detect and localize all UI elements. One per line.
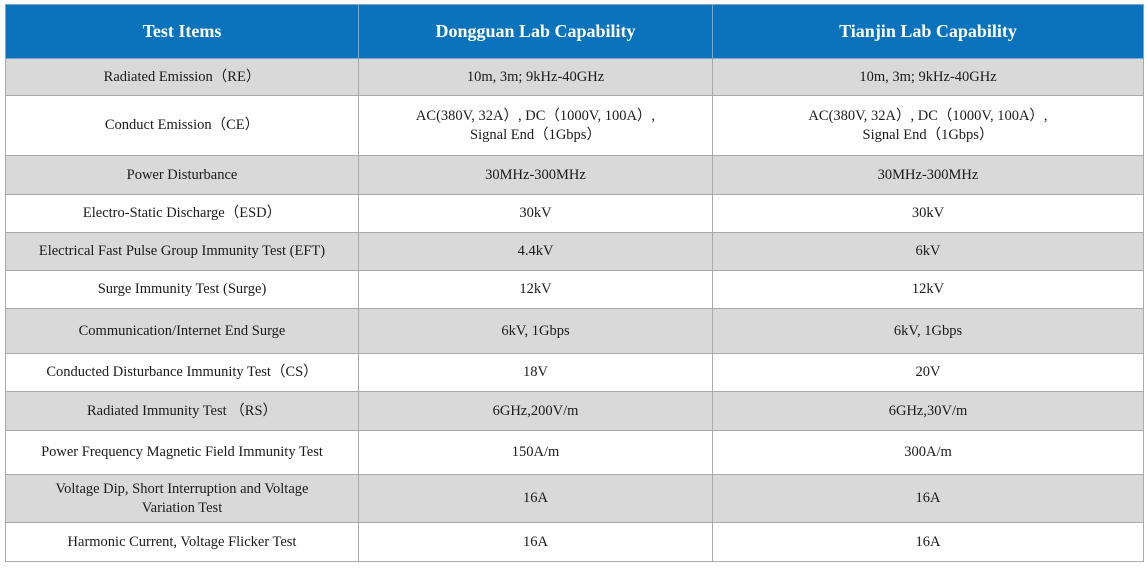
tianjin-cell-text: 16A: [915, 533, 941, 550]
test-item-cell-text: Communication/Internet End Surge: [78, 322, 286, 339]
dongguan-cell-text: 4.4kV: [517, 243, 554, 259]
table-row: Voltage Dip, Short Interruption and Volt…: [5, 474, 1144, 523]
test-item-cell: Radiated Emission（RE）: [5, 58, 359, 96]
test-item-cell: Surge Immunity Test (Surge): [5, 270, 359, 309]
test-item-cell: Conducted Disturbance Immunity Test（CS）: [5, 353, 359, 392]
test-item-cell-text: Conduct Emission（CE）: [104, 117, 260, 133]
tianjin-cell-text: 10m, 3m; 9kHz-40GHz: [859, 68, 997, 85]
tianjin-cell-text: 300A/m: [904, 444, 952, 460]
dongguan-cell-text: 18V: [523, 364, 548, 380]
table-row: Power Disturbance 30MHz-300MHz 30MHz-300MH…: [5, 155, 1144, 195]
dongguan-cell: AC(380V, 32A）, DC（1000V, 100A）, Signal E…: [358, 95, 713, 156]
capability-table-container: Test Items Dongguan Lab Capability Tianj…: [5, 4, 1144, 562]
dongguan-cell-text: 30MHz-300MHz: [485, 166, 586, 183]
tianjin-cell-text: 6GHz,30V/m: [888, 402, 968, 419]
test-item-cell: Power Disturbance: [5, 155, 359, 195]
table-row: Conduct Emission（CE） AC(380V, 32A）, DC（10…: [5, 95, 1144, 156]
test-item-cell-text: Electrical Fast Pulse Group Immunity Tes…: [38, 243, 326, 259]
test-item-cell: Radiated Immunity Test （RS）: [5, 391, 359, 431]
dongguan-cell: 4.4kV: [358, 232, 713, 271]
test-item-cell-text: Surge Immunity Test (Surge): [97, 281, 267, 297]
tianjin-cell: 6kV, 1Gbps: [712, 308, 1144, 354]
table-row: Harmonic Current, Voltage Flicker Test 16…: [5, 522, 1144, 562]
header-tianjin: Tianjin Lab Capability: [712, 4, 1144, 59]
dongguan-cell: 6kV, 1Gbps: [358, 308, 713, 354]
table-row: Radiated Emission（RE） 10m, 3m; 9kHz-40GHz…: [5, 58, 1144, 96]
test-item-cell-text: Voltage Dip, Short Interruption and Volt…: [55, 480, 309, 516]
tianjin-cell-text: 30kV: [911, 205, 945, 221]
tianjin-cell: AC(380V, 32A）, DC（1000V, 100A）, Signal E…: [712, 95, 1144, 156]
tianjin-cell: 30MHz-300MHz: [712, 155, 1144, 195]
tianjin-cell-text: 12kV: [911, 281, 945, 297]
tianjin-cell: 20V: [712, 353, 1144, 392]
table-row: Power Frequency Magnetic Field Immunity …: [5, 430, 1144, 475]
dongguan-cell-text: 16A: [523, 490, 548, 506]
test-item-cell: Power Frequency Magnetic Field Immunity …: [5, 430, 359, 475]
dongguan-cell-text: 10m, 3m; 9kHz-40GHz: [466, 68, 605, 85]
test-item-cell-text: Power Frequency Magnetic Field Immunity …: [41, 444, 323, 460]
tianjin-cell: 16A: [712, 522, 1144, 562]
table-body: Radiated Emission（RE） 10m, 3m; 9kHz-40GHz…: [5, 58, 1144, 562]
dongguan-cell: 16A: [358, 522, 713, 562]
tianjin-cell: 300A/m: [712, 430, 1144, 475]
test-item-cell-text: Radiated Immunity Test （RS）: [86, 402, 278, 419]
tianjin-cell: 10m, 3m; 9kHz-40GHz: [712, 58, 1144, 96]
dongguan-cell-text: 6GHz,200V/m: [492, 402, 579, 419]
test-item-cell-text: Radiated Emission（RE）: [103, 68, 261, 85]
table-row: Conducted Disturbance Immunity Test（CS） 1…: [5, 353, 1144, 392]
tianjin-cell: 12kV: [712, 270, 1144, 309]
tianjin-cell-text: 20V: [915, 364, 941, 380]
test-item-cell: Conduct Emission（CE）: [5, 95, 359, 156]
header-test-items: Test Items: [5, 4, 359, 59]
tianjin-cell-text: 6kV: [915, 243, 941, 259]
dongguan-cell-text: 12kV: [519, 281, 552, 297]
tianjin-cell: 6GHz,30V/m: [712, 391, 1144, 431]
test-item-cell: Electrical Fast Pulse Group Immunity Tes…: [5, 232, 359, 271]
test-item-cell-text: Conducted Disturbance Immunity Test（CS）: [46, 364, 318, 380]
dongguan-cell: 30MHz-300MHz: [358, 155, 713, 195]
dongguan-cell-text: 150A/m: [511, 444, 560, 460]
test-item-cell: Electro-Static Discharge（ESD）: [5, 194, 359, 233]
test-item-cell-text: Harmonic Current, Voltage Flicker Test: [67, 533, 297, 550]
dongguan-cell: 6GHz,200V/m: [358, 391, 713, 431]
tianjin-cell-text: 6kV, 1Gbps: [893, 322, 963, 339]
test-item-cell: Harmonic Current, Voltage Flicker Test: [5, 522, 359, 562]
header-dongguan: Dongguan Lab Capability: [358, 4, 713, 59]
dongguan-cell: 12kV: [358, 270, 713, 309]
test-item-cell-text: Power Disturbance: [126, 166, 238, 183]
test-item-cell-text: Electro-Static Discharge（ESD）: [82, 205, 282, 221]
test-item-cell: Voltage Dip, Short Interruption and Volt…: [5, 474, 359, 523]
dongguan-cell: 18V: [358, 353, 713, 392]
table-row: Electrical Fast Pulse Group Immunity Tes…: [5, 232, 1144, 271]
table-row: Electro-Static Discharge（ESD） 30kV 30kV: [5, 194, 1144, 233]
dongguan-cell-text: 6kV, 1Gbps: [501, 322, 570, 339]
tianjin-cell: 30kV: [712, 194, 1144, 233]
tianjin-cell-text: 16A: [915, 490, 941, 506]
header-row: Test Items Dongguan Lab Capability Tianj…: [5, 4, 1144, 59]
dongguan-cell: 10m, 3m; 9kHz-40GHz: [358, 58, 713, 96]
dongguan-cell-text: AC(380V, 32A）, DC（1000V, 100A）, Signal E…: [415, 107, 656, 143]
tianjin-cell: 6kV: [712, 232, 1144, 271]
dongguan-cell: 150A/m: [358, 430, 713, 475]
dongguan-cell: 16A: [358, 474, 713, 523]
table-row: Communication/Internet End Surge 6kV, 1Gb…: [5, 308, 1144, 354]
tianjin-cell: 16A: [712, 474, 1144, 523]
dongguan-cell-text: 30kV: [519, 205, 552, 221]
tianjin-cell-text: AC(380V, 32A）, DC（1000V, 100A）, Signal E…: [808, 107, 1048, 143]
dongguan-cell: 30kV: [358, 194, 713, 233]
lab-capability-table: Test Items Dongguan Lab Capability Tianj…: [5, 4, 1144, 562]
table-row: Surge Immunity Test (Surge) 12kV 12kV: [5, 270, 1144, 309]
tianjin-cell-text: 30MHz-300MHz: [877, 166, 979, 183]
dongguan-cell-text: 16A: [523, 533, 548, 550]
table-row: Radiated Immunity Test （RS） 6GHz,200V/m 6G…: [5, 391, 1144, 431]
test-item-cell: Communication/Internet End Surge: [5, 308, 359, 354]
